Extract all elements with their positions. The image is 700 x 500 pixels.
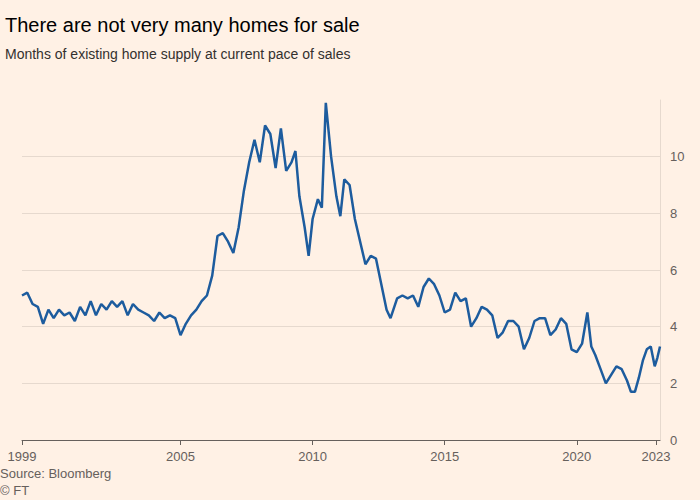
svg-text:2020: 2020 bbox=[562, 449, 591, 464]
svg-text:6: 6 bbox=[670, 263, 677, 278]
svg-text:2023: 2023 bbox=[642, 449, 671, 464]
svg-text:2010: 2010 bbox=[298, 449, 327, 464]
svg-text:2: 2 bbox=[670, 376, 677, 391]
svg-text:Source: Bloomberg: Source: Bloomberg bbox=[0, 466, 111, 481]
svg-text:2005: 2005 bbox=[166, 449, 195, 464]
svg-text:0: 0 bbox=[670, 433, 677, 448]
svg-text:8: 8 bbox=[670, 206, 677, 221]
svg-text:There are not very many homes: There are not very many homes for sale bbox=[5, 14, 360, 36]
svg-text:4: 4 bbox=[670, 319, 677, 334]
svg-text:1999: 1999 bbox=[8, 449, 37, 464]
svg-text:Months of existing home supply: Months of existing home supply at curren… bbox=[5, 46, 351, 62]
svg-text:2015: 2015 bbox=[430, 449, 459, 464]
svg-text:© FT: © FT bbox=[0, 483, 29, 498]
svg-text:10: 10 bbox=[670, 149, 684, 164]
